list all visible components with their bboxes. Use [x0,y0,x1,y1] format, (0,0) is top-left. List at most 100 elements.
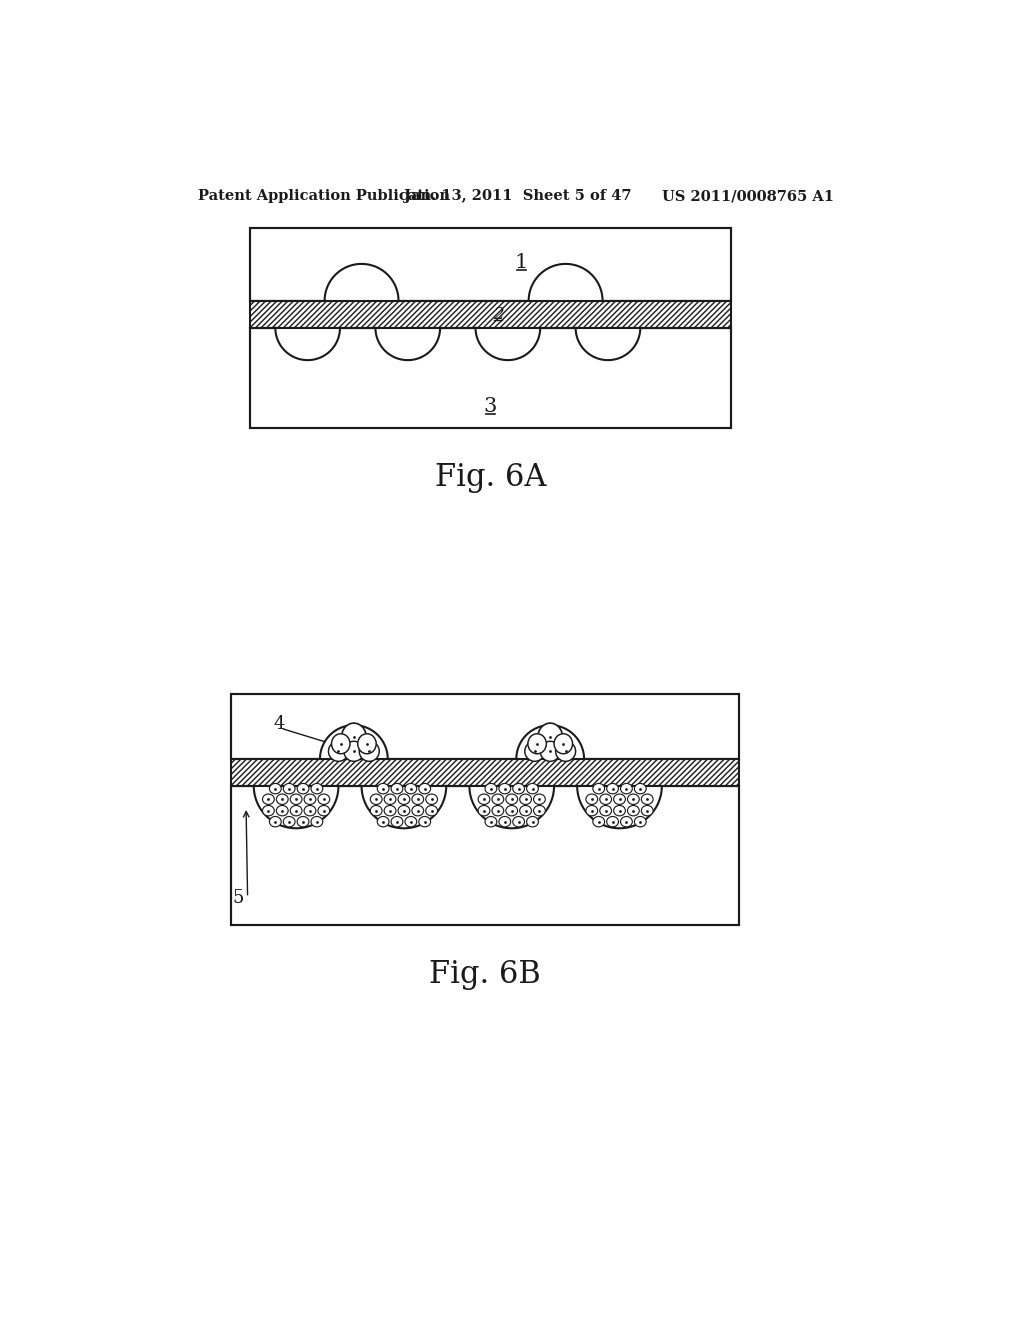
Ellipse shape [600,795,611,804]
Ellipse shape [262,805,274,816]
Text: US 2011/0008765 A1: US 2011/0008765 A1 [662,189,834,203]
Ellipse shape [506,795,517,804]
Ellipse shape [600,805,611,816]
Bar [250,327,731,428]
Bar [230,785,739,924]
Ellipse shape [357,734,376,754]
Ellipse shape [404,784,417,793]
Ellipse shape [606,784,618,793]
Ellipse shape [297,817,309,826]
Ellipse shape [311,784,323,793]
Ellipse shape [398,805,410,816]
Ellipse shape [317,795,330,804]
Ellipse shape [284,784,295,793]
Ellipse shape [613,795,626,804]
Ellipse shape [519,805,531,816]
Ellipse shape [554,734,572,754]
Ellipse shape [586,795,598,804]
Ellipse shape [519,795,531,804]
Ellipse shape [541,742,560,762]
Ellipse shape [262,795,274,804]
Ellipse shape [371,795,382,804]
Ellipse shape [371,805,382,816]
Polygon shape [325,264,398,301]
Ellipse shape [538,723,562,751]
Polygon shape [254,785,339,828]
Ellipse shape [412,795,424,804]
Ellipse shape [641,805,653,816]
Ellipse shape [329,742,348,762]
Text: Fig. 6B: Fig. 6B [429,960,541,990]
Ellipse shape [478,805,489,816]
Ellipse shape [526,817,539,826]
Ellipse shape [426,805,437,816]
Ellipse shape [412,805,424,816]
Ellipse shape [304,795,315,804]
Text: Fig. 6A: Fig. 6A [435,462,546,494]
Polygon shape [469,785,554,828]
Polygon shape [275,327,340,360]
Bar [230,693,739,759]
Ellipse shape [628,795,639,804]
Ellipse shape [304,805,315,816]
Polygon shape [361,785,446,828]
Text: 3: 3 [484,397,498,416]
Text: 4: 4 [273,715,285,734]
Ellipse shape [492,805,504,816]
Ellipse shape [269,784,282,793]
Text: 5: 5 [232,888,244,907]
Ellipse shape [513,817,524,826]
Polygon shape [575,327,640,360]
Ellipse shape [384,805,396,816]
Ellipse shape [499,784,511,793]
Ellipse shape [384,795,396,804]
Text: Jan. 13, 2011  Sheet 5 of 47: Jan. 13, 2011 Sheet 5 of 47 [403,189,632,203]
Polygon shape [376,327,440,360]
Bar [230,759,739,785]
Ellipse shape [492,795,504,804]
Ellipse shape [528,734,547,754]
Ellipse shape [398,795,410,804]
Ellipse shape [344,742,364,762]
Ellipse shape [635,784,646,793]
Text: 1: 1 [515,253,528,272]
Ellipse shape [593,784,604,793]
Ellipse shape [419,817,430,826]
Ellipse shape [478,795,489,804]
Ellipse shape [499,817,511,826]
Ellipse shape [506,805,517,816]
Ellipse shape [276,805,288,816]
Ellipse shape [635,817,646,826]
Ellipse shape [332,734,350,754]
Ellipse shape [641,795,653,804]
Ellipse shape [276,795,288,804]
Ellipse shape [377,784,389,793]
Polygon shape [528,264,602,301]
Ellipse shape [359,742,379,762]
Bar [250,301,731,327]
Polygon shape [516,725,584,759]
Ellipse shape [534,795,546,804]
Ellipse shape [485,817,497,826]
Polygon shape [319,725,388,759]
Polygon shape [475,327,541,360]
Ellipse shape [621,817,633,826]
Ellipse shape [621,784,633,793]
Ellipse shape [317,805,330,816]
Bar [250,227,731,301]
Ellipse shape [526,784,539,793]
Polygon shape [578,785,662,828]
Ellipse shape [290,795,302,804]
Ellipse shape [297,784,309,793]
Ellipse shape [284,817,295,826]
Ellipse shape [311,817,323,826]
Ellipse shape [269,817,282,826]
Ellipse shape [613,805,626,816]
Ellipse shape [290,805,302,816]
Ellipse shape [485,784,497,793]
Ellipse shape [391,817,402,826]
Ellipse shape [342,723,367,751]
Ellipse shape [513,784,524,793]
Ellipse shape [391,784,402,793]
Ellipse shape [524,742,545,762]
